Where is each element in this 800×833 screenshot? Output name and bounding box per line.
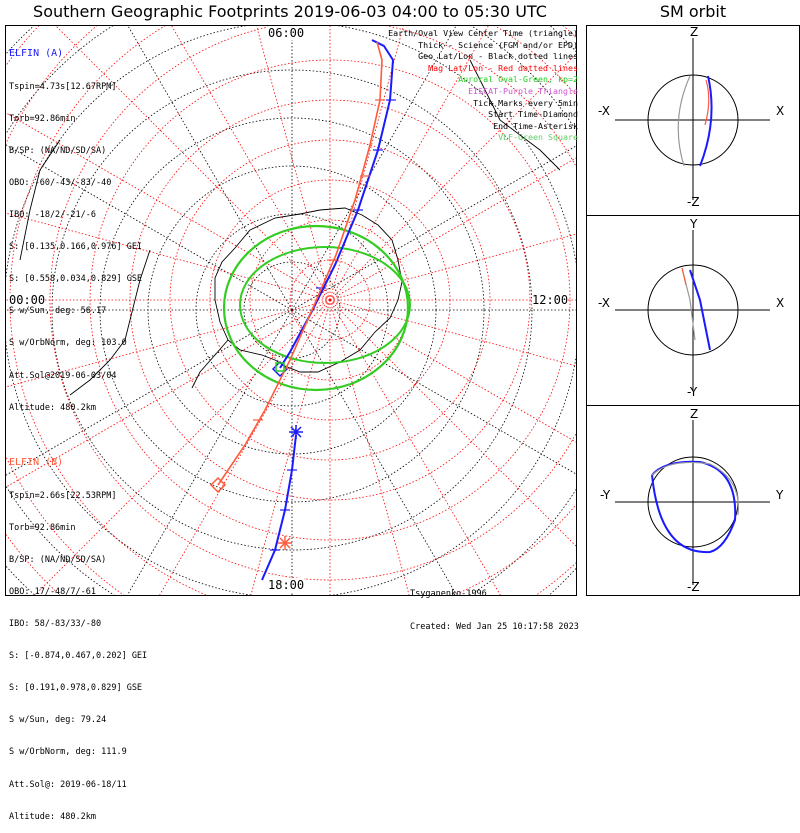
legend-item: Earth/Oval View Center Time (triangle) <box>388 28 578 38</box>
sm3-left-label: -Y <box>600 488 611 502</box>
elfin-a-line: Att.Sol@2019-06-03/04 <box>9 370 117 381</box>
mag-lon-line <box>256 26 331 301</box>
sm2-bottom-label: -Y <box>687 385 698 399</box>
elfin-a-line: Torb=92.86min <box>9 113 76 124</box>
time-label-top: 06:00 <box>268 26 305 40</box>
elfin-b-info: ELFIN (B) Tspin=2.66s[22.53RPM] Torb=92.… <box>9 437 147 833</box>
created-credit: Created: Wed Jan 25 10:17:58 2023 <box>410 622 579 632</box>
antarctica-outline <box>214 207 403 373</box>
sm1-right-label: X <box>776 104 785 118</box>
elfin-b-line: B/SP: (NA/ND/SD/SA) <box>9 554 107 565</box>
sm3-top-label: Z <box>690 407 699 421</box>
geo-lon-line <box>6 309 293 476</box>
elfin-b-line: OBO: 17/-48/7/-61 <box>9 586 96 597</box>
elfin-a-line: S w/OrbNorm, deg: 103.0 <box>9 338 127 349</box>
geo-lon-line <box>291 26 457 311</box>
elfin-b-line: Altitude: 480.2km <box>9 811 96 822</box>
sm2-right-label: X <box>776 296 785 310</box>
geo-lon-line <box>291 309 576 475</box>
sm-panel-yz <box>615 420 770 585</box>
sm2-top-label: Y <box>690 217 698 231</box>
elfin-a-line: S w/Sun, deg: 56.17 <box>9 306 107 317</box>
sm1-left-label: -X <box>598 104 610 118</box>
elfin-a-line: Altitude: 480.2km <box>9 402 96 413</box>
sm3-right-label: Y <box>776 488 784 502</box>
elfin-b-line: Torb=92.86min <box>9 522 76 533</box>
geo-lat-circle <box>51 69 533 551</box>
south-america-outline <box>69 249 151 396</box>
geo-lon-line <box>291 309 458 595</box>
legend-item: Start Time-Diamond <box>488 109 578 120</box>
elfin-b-line: Tspin=2.66s[22.53RPM] <box>9 490 117 501</box>
elfin-b-track <box>217 41 383 486</box>
mag-lon-line <box>329 299 576 547</box>
time-label-right: 12:00 <box>532 293 569 307</box>
elfin-b-name: ELFIN (B) <box>9 457 64 469</box>
sm-panel-xy <box>615 230 770 390</box>
auroral-oval-inner <box>239 246 411 364</box>
legend-item: Geo Lat/Lon - Black dotted lines <box>418 51 578 62</box>
elfin-b-line: S: [-0.874,0.467,0.202] GEI <box>9 651 148 662</box>
credits: Tsyganenko-1996 Created: Wed Jan 25 10:1… <box>410 567 579 644</box>
elfin-b-line: Att.Sol@: 2019-06-18/11 <box>9 779 127 790</box>
legend-item: Thick - Science (FGM and/or EPD) <box>418 39 578 50</box>
vlf-square <box>275 362 285 372</box>
map-border <box>5 25 577 596</box>
legend-item: Mag Lat/Lon - Red dotted lines <box>428 62 578 73</box>
elfin-b-end-asterisk <box>278 536 292 550</box>
legend-item: End Time-Asterisk <box>493 120 578 131</box>
elfin-b-line: S: [0.191,0.978,0.829] GSE <box>9 683 143 694</box>
sm3-bottom-label: -Z <box>687 580 700 594</box>
elfin-b-line: S w/Sun, deg: 79.24 <box>9 715 107 726</box>
legend-item: EISCAT-Purple Triangle <box>468 85 578 96</box>
elfin-b-start-diamond <box>209 476 227 494</box>
auroral-oval-outer <box>222 224 410 392</box>
elfin-a-name: ELFIN (A) <box>9 48 64 60</box>
elfin-a-end-asterisk <box>289 425 303 439</box>
elfin-b-line: IBO: 58/-83/33/-80 <box>9 618 102 629</box>
mag-lat-circle <box>89 59 571 541</box>
elfin-a-line: S: [0.558,0.034,0.829] GSE <box>9 274 143 285</box>
elfin-a-line: OBO: -60/-43/-83/-40 <box>9 177 112 188</box>
sm1-bottom-label: -Z <box>687 195 700 209</box>
geo-lon-line <box>127 26 293 311</box>
elfin-a-line: Tspin=4.73s[12.67RPM] <box>9 81 117 92</box>
geo-lat-circle <box>99 117 485 503</box>
sm-panel-xz <box>615 38 770 200</box>
sm1-top-label: Z <box>690 25 699 39</box>
sm2-left-label: -X <box>598 296 610 310</box>
africa-australia-outline <box>19 59 561 261</box>
legend: Earth/Oval View Center Time (triangle) Th… <box>388 28 578 144</box>
elfin-a-line: B/SP: (NA/ND/SD/SA) <box>9 145 107 156</box>
mag-lat-circle <box>169 139 491 461</box>
geo-lon-line <box>6 144 293 311</box>
elfin-b-line: S w/OrbNorm, deg: 111.9 <box>9 747 127 758</box>
elfin-a-track-lower <box>261 434 297 581</box>
antarctic-peninsula <box>191 339 229 389</box>
legend-item: Auroral Oval-Green, kp=2 <box>458 74 578 85</box>
page-title: Southern Geographic Footprints 2019-06-0… <box>33 2 547 21</box>
geo-lon-line <box>126 309 293 595</box>
elfin-a-track-upper <box>279 39 395 369</box>
mag-lon-line <box>171 26 331 301</box>
sm-orbit-title: SM orbit <box>659 2 727 21</box>
time-label-left: 00:00 <box>9 293 46 307</box>
model-credit: Tsyganenko-1996 <box>410 589 487 599</box>
legend-item: Tick Marks every 5min <box>473 97 578 108</box>
time-label-bottom: 18:00 <box>268 578 305 592</box>
geo-lon-line <box>291 145 576 311</box>
elfin-a-line: IBO: -18/2/-21/-6 <box>9 209 96 220</box>
elfin-a-info: ELFIN (A) Tspin=4.73s[12.67RPM] Torb=92.… <box>9 28 142 424</box>
legend-item: VLF-Green Square <box>498 132 578 143</box>
elfin-a-line: S: [0.135,0.166,0.976] GEI <box>9 242 143 253</box>
